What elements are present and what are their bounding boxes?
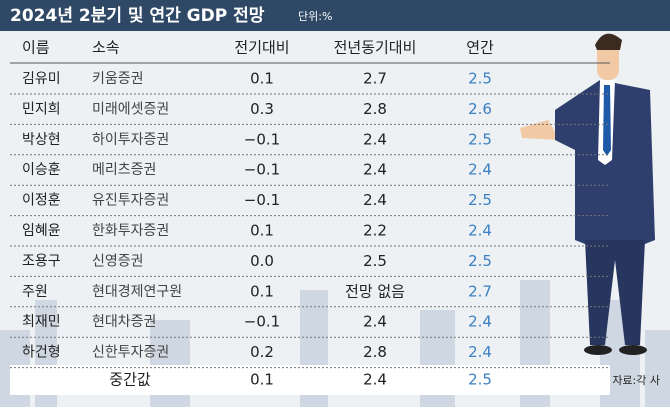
cell: 2.4 <box>468 222 492 240</box>
cell: 한화투자증권 <box>92 223 169 239</box>
title: 2024년 2분기 및 연간 GDP 전망 <box>10 6 265 26</box>
cell: 2.2 <box>363 222 387 240</box>
unit: 단위:% <box>298 10 332 23</box>
cell: 조용구 <box>22 253 61 269</box>
cell: 0.1 <box>250 282 274 300</box>
cell: 김유미 <box>22 71 61 87</box>
column-header: 이름 <box>22 39 50 57</box>
cell: 2.4 <box>468 343 492 361</box>
cell: 0.1 <box>250 222 274 240</box>
cell: 이정훈 <box>22 193 61 209</box>
source: 자료:각 사 <box>612 374 660 387</box>
cell: 2.7 <box>363 70 387 88</box>
cell: 임혜윤 <box>22 223 61 239</box>
median-row-bg <box>10 365 610 395</box>
cell: 2.5 <box>468 70 492 88</box>
column-header: 전기대비 <box>234 39 289 57</box>
cell: 2.8 <box>363 343 387 361</box>
cell: 주원 <box>22 284 48 300</box>
cell: 2.4 <box>363 313 387 331</box>
title-bar <box>0 0 670 31</box>
cell: 0.0 <box>250 252 274 270</box>
cell: −0.1 <box>244 191 280 209</box>
median-cell: 2.5 <box>468 371 492 389</box>
cell: 2.4 <box>363 161 387 179</box>
cell: −0.1 <box>244 130 280 148</box>
cell: 민지희 <box>22 101 61 117</box>
cell: 하이투자증권 <box>92 132 169 148</box>
cell: −0.1 <box>244 313 280 331</box>
cell: 이승훈 <box>22 162 61 178</box>
cell: 신한투자증권 <box>92 345 169 361</box>
cell: 2.5 <box>468 252 492 270</box>
cell: 현대차증권 <box>92 314 156 330</box>
cell: 2.5 <box>468 191 492 209</box>
cell: 신영증권 <box>92 253 144 269</box>
cell: 박상현 <box>22 132 61 148</box>
cell: 메리츠증권 <box>92 162 156 178</box>
cell: 현대경제연구원 <box>92 284 182 300</box>
column-header: 소속 <box>92 39 120 57</box>
cell: 2.4 <box>363 130 387 148</box>
cell: 전망 없음 <box>345 282 405 300</box>
cell: −0.1 <box>244 161 280 179</box>
cell: 최재민 <box>22 314 61 330</box>
cell: 2.4 <box>468 161 492 179</box>
median-cell: 중간값 <box>109 371 151 389</box>
cell: 2.8 <box>363 100 387 118</box>
cell: 2.7 <box>468 282 492 300</box>
cell: 2.5 <box>468 130 492 148</box>
cell: 2.4 <box>363 191 387 209</box>
cell: 0.3 <box>250 100 274 118</box>
column-header: 연간 <box>466 39 494 57</box>
cell: 0.1 <box>250 70 274 88</box>
businessman-illustration <box>520 33 655 355</box>
cell: 2.4 <box>468 313 492 331</box>
cell: 2.6 <box>468 100 492 118</box>
column-header: 전년동기대비 <box>334 39 417 57</box>
cell: 키움증권 <box>92 71 144 87</box>
median-cell: 0.1 <box>250 371 274 389</box>
cell: 하건형 <box>22 345 61 361</box>
cell: 유진투자증권 <box>92 193 169 209</box>
cell: 미래에셋증권 <box>92 101 169 117</box>
cell: 2.5 <box>363 252 387 270</box>
cell: 0.2 <box>250 343 274 361</box>
median-cell: 2.4 <box>363 371 387 389</box>
